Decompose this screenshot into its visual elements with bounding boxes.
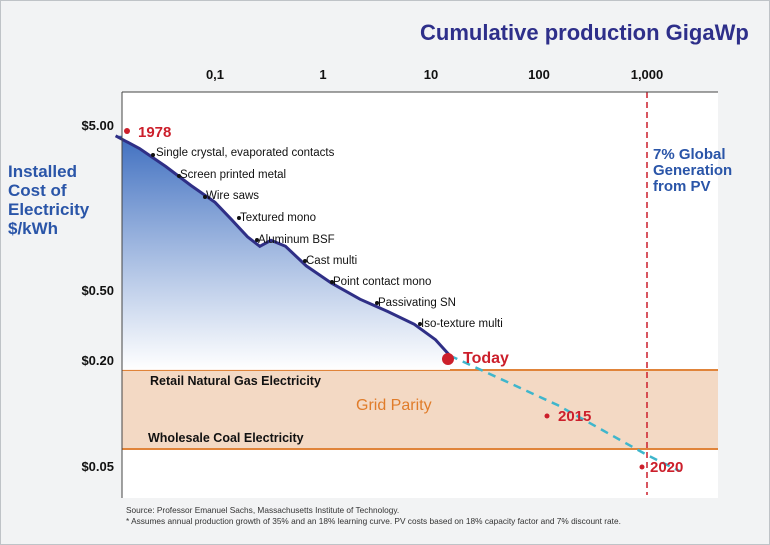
source-line: Source: Professor Emanuel Sachs, Massach… bbox=[126, 505, 400, 515]
y-tick-label: $0.50 bbox=[81, 283, 114, 298]
annotation-bullet bbox=[203, 195, 207, 199]
annotation-label: Passivating SN bbox=[378, 297, 456, 309]
y-tick-label: $0.05 bbox=[81, 459, 114, 474]
annotation-bullet bbox=[418, 322, 422, 326]
projection-dashed-line bbox=[449, 354, 681, 473]
note-line: 7% Global bbox=[653, 146, 726, 163]
y-axis-label-line: $/kWh bbox=[8, 219, 59, 238]
annotation-label: Cast multi bbox=[306, 255, 358, 267]
annotation-bullet bbox=[330, 280, 334, 284]
note-line: from PV bbox=[653, 178, 711, 195]
grid-parity-label: Grid Parity bbox=[356, 397, 432, 414]
note-line: Generation bbox=[653, 162, 733, 179]
source-note: Source: Professor Emanuel Sachs, Massach… bbox=[126, 505, 766, 527]
milestone-1978-label: 1978 bbox=[138, 124, 172, 141]
y-axis-label: Installed Cost of Electricity $/kWh bbox=[8, 162, 118, 238]
annotation-label: Textured mono bbox=[240, 212, 317, 224]
x-tick-label: 100 bbox=[528, 67, 550, 82]
annotation-bullet bbox=[375, 301, 379, 305]
x-tick-label: 1 bbox=[319, 67, 326, 82]
milestone-dot bbox=[442, 353, 454, 365]
y-tick-label: $0.20 bbox=[81, 353, 114, 368]
annotation-label: Wire saws bbox=[206, 190, 260, 202]
milestone-dot bbox=[639, 464, 645, 470]
global-generation-note: 7% Global Generation from PV bbox=[653, 147, 758, 195]
milestone-2020-label: 2020 bbox=[650, 459, 684, 476]
wholesale-coal-label: Wholesale Coal Electricity bbox=[148, 431, 304, 445]
annotation-bullet bbox=[237, 216, 241, 220]
footnote-line: * Assumes annual production growth of 35… bbox=[126, 516, 621, 526]
milestone-dot bbox=[124, 128, 130, 134]
milestone-dot bbox=[544, 413, 550, 419]
annotation-label: Iso-texture multi bbox=[421, 318, 503, 330]
grid-parity-band bbox=[122, 370, 718, 449]
annotation-label: Screen printed metal bbox=[180, 169, 287, 181]
milestone-today-label: Today bbox=[463, 350, 509, 367]
milestone-2015-label: 2015 bbox=[558, 408, 592, 425]
annotation-bullet bbox=[255, 238, 259, 242]
y-tick-label: $5.00 bbox=[81, 118, 114, 133]
annotation-bullet bbox=[303, 259, 307, 263]
chart-title: Cumulative production GigaWp bbox=[420, 20, 749, 45]
x-tick-label: 0,1 bbox=[206, 67, 224, 82]
annotation-label: Aluminum BSF bbox=[258, 234, 335, 246]
cost-area-fill bbox=[115, 135, 450, 370]
annotation-bullet bbox=[151, 153, 155, 157]
y-axis-label-line: Electricity bbox=[8, 200, 90, 219]
x-tick-label: 10 bbox=[424, 67, 438, 82]
retail-gas-label: Retail Natural Gas Electricity bbox=[150, 374, 321, 388]
annotation-label: Single crystal, evaporated contacts bbox=[156, 147, 335, 159]
annotation-label: Point contact mono bbox=[333, 276, 432, 288]
y-axis-label-line: Cost of bbox=[8, 181, 67, 200]
x-tick-label: 1,000 bbox=[631, 67, 664, 82]
cost-curve-line bbox=[114, 134, 452, 357]
annotation-bullet bbox=[177, 174, 181, 178]
y-axis-label-line: Installed bbox=[8, 162, 77, 181]
